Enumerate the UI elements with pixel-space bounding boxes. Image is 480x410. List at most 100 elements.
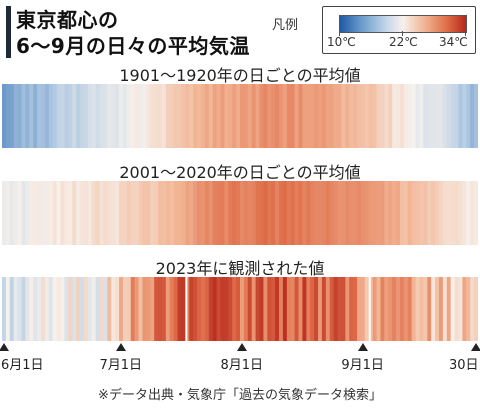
day-cell-40	[154, 181, 159, 245]
day-cell-43	[165, 181, 171, 245]
day-cell-104	[403, 277, 409, 341]
day-cell-59	[228, 277, 233, 341]
day-cell-69	[267, 181, 272, 245]
day-cell-94	[364, 84, 370, 148]
day-cell-45	[173, 84, 179, 148]
day-cell-22	[83, 277, 89, 341]
day-cell-52	[200, 181, 206, 245]
day-cell-64	[247, 84, 253, 148]
day-cell-87	[337, 84, 343, 148]
day-cell-85	[329, 277, 335, 341]
day-cell-71	[275, 84, 280, 148]
day-cell-5	[17, 181, 23, 245]
axis-tick-marker	[236, 343, 247, 351]
day-cell-42	[161, 277, 167, 341]
day-cell-51	[197, 84, 202, 148]
day-cell-73	[282, 277, 288, 341]
day-cell-65	[251, 84, 257, 148]
day-cell-72	[279, 181, 284, 245]
day-cell-3	[9, 84, 15, 148]
day-cell-8	[29, 277, 34, 341]
day-cell-8	[29, 181, 34, 245]
day-cell-118	[458, 277, 463, 341]
legend: 10℃ 22℃ 34℃	[322, 6, 476, 54]
day-cell-75	[290, 181, 296, 245]
day-cell-49	[189, 277, 194, 341]
day-cell-66	[255, 277, 261, 341]
day-cell-61	[236, 84, 241, 148]
day-cell-91	[353, 181, 358, 245]
day-cell-44	[169, 277, 175, 341]
day-cell-107	[415, 277, 421, 341]
day-cell-100	[388, 84, 393, 148]
legend-tick-mid	[402, 31, 403, 36]
day-cell-25	[95, 277, 101, 341]
day-cell-1	[2, 277, 7, 341]
day-cell-50	[193, 84, 198, 148]
day-cell-60	[232, 277, 237, 341]
day-cell-88	[341, 277, 346, 341]
day-cell-114	[442, 277, 448, 341]
day-cell-109	[423, 84, 428, 148]
day-cell-50	[193, 277, 198, 341]
day-cell-79	[306, 181, 311, 245]
day-cell-78	[302, 181, 307, 245]
day-cell-30	[115, 277, 120, 341]
day-cell-37	[142, 277, 147, 341]
day-cell-79	[306, 84, 311, 148]
day-cell-63	[243, 277, 249, 341]
day-cell-65	[251, 181, 257, 245]
day-cell-115	[446, 84, 452, 148]
axis-tick-marker	[357, 343, 368, 351]
day-cell-66	[255, 181, 261, 245]
day-cell-50	[193, 181, 198, 245]
day-cell-48	[185, 181, 190, 245]
day-cell-69	[267, 277, 272, 341]
day-cell-26	[99, 181, 105, 245]
day-cell-10	[37, 181, 42, 245]
day-cell-61	[236, 181, 241, 245]
day-cell-48	[185, 277, 190, 341]
day-cell-103	[399, 181, 405, 245]
day-cell-2	[5, 84, 11, 148]
day-cell-35	[134, 84, 140, 148]
day-cell-21	[80, 181, 85, 245]
day-cell-3	[9, 277, 15, 341]
day-cell-32	[122, 84, 128, 148]
day-cell-52	[200, 84, 206, 148]
day-cell-59	[228, 181, 233, 245]
day-cell-97	[376, 181, 382, 245]
day-cell-33	[126, 277, 132, 341]
day-cell-24	[91, 181, 97, 245]
day-cell-100	[388, 181, 393, 245]
day-cell-116	[450, 181, 456, 245]
day-cell-27	[103, 84, 108, 148]
day-cell-79	[306, 277, 311, 341]
day-cell-80	[310, 277, 315, 341]
day-cell-43	[165, 84, 171, 148]
day-cell-77	[298, 277, 304, 341]
day-cell-62	[240, 84, 245, 148]
strip-1901-1920	[2, 84, 478, 148]
day-cell-38	[146, 181, 151, 245]
day-cell-68	[263, 277, 268, 341]
day-cell-15	[56, 277, 62, 341]
day-cell-36	[138, 277, 144, 341]
day-cell-122	[474, 84, 478, 148]
day-cell-31	[119, 84, 124, 148]
day-cell-75	[290, 84, 296, 148]
day-cell-55	[212, 277, 218, 341]
day-cell-46	[177, 84, 183, 148]
day-cell-23	[87, 277, 93, 341]
day-cell-82	[318, 181, 323, 245]
day-cell-100	[388, 277, 393, 341]
day-cell-9	[33, 84, 38, 148]
day-cell-85	[329, 181, 335, 245]
day-cell-8	[29, 84, 34, 148]
axis-tick-marker	[0, 343, 9, 351]
day-cell-45	[173, 181, 179, 245]
day-cell-2	[5, 277, 11, 341]
day-cell-28	[107, 181, 112, 245]
day-cell-7	[25, 84, 30, 148]
day-cell-92	[357, 84, 362, 148]
